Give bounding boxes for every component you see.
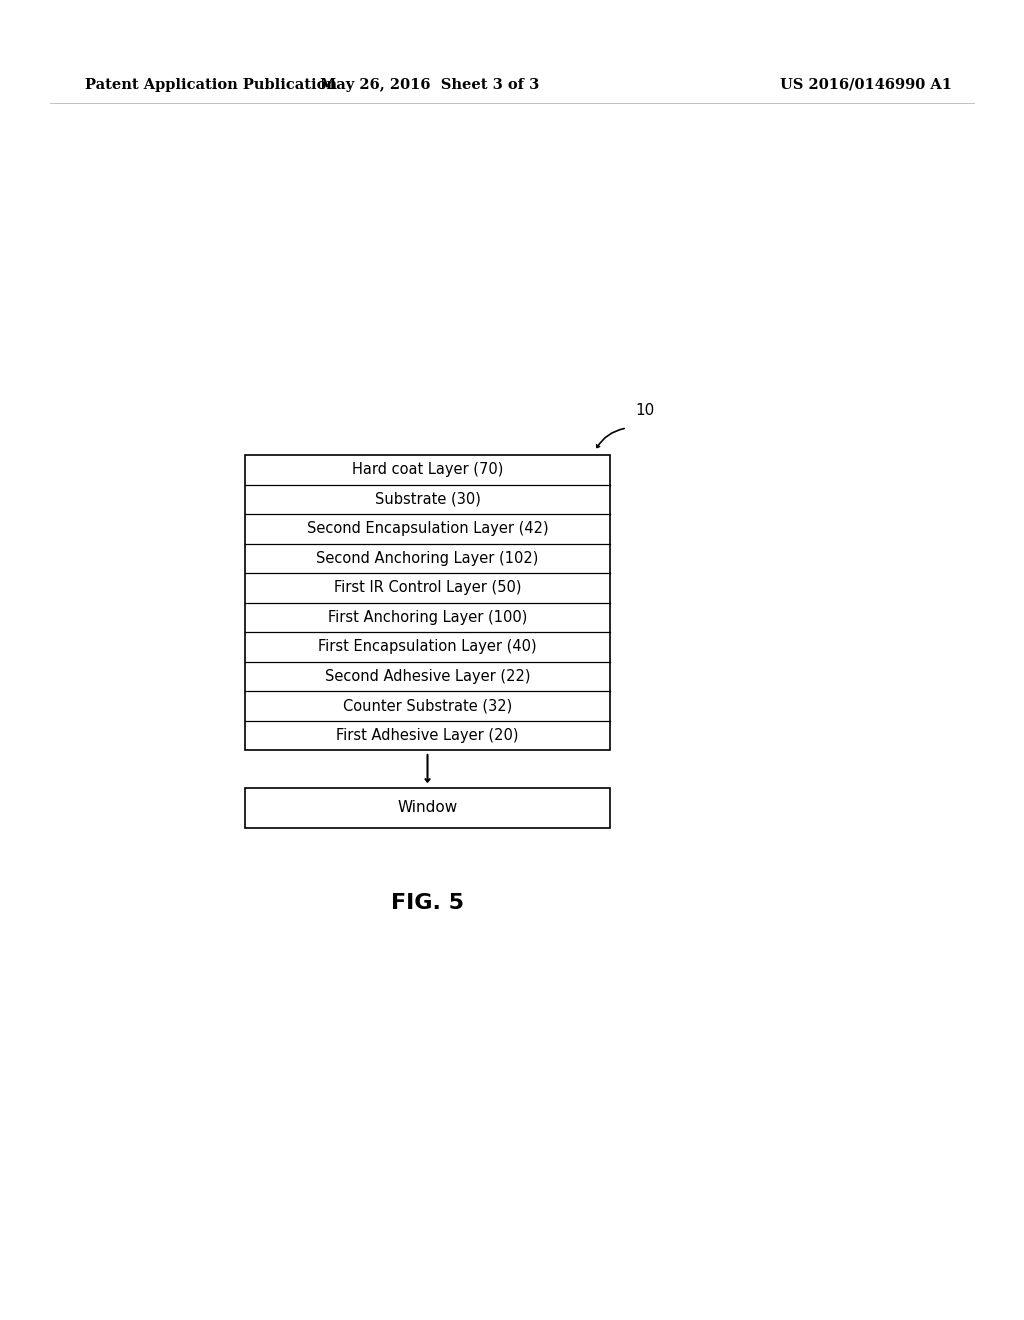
Text: Second Anchoring Layer (102): Second Anchoring Layer (102) (316, 550, 539, 566)
Text: First Encapsulation Layer (40): First Encapsulation Layer (40) (318, 639, 537, 655)
Text: First Anchoring Layer (100): First Anchoring Layer (100) (328, 610, 527, 624)
Text: 10: 10 (635, 403, 654, 417)
Text: First Adhesive Layer (20): First Adhesive Layer (20) (336, 727, 519, 743)
Text: Hard coat Layer (70): Hard coat Layer (70) (352, 462, 503, 478)
Text: May 26, 2016  Sheet 3 of 3: May 26, 2016 Sheet 3 of 3 (321, 78, 540, 92)
Text: FIG. 5: FIG. 5 (391, 894, 464, 913)
Bar (245, 455, 610, 750)
Text: Counter Substrate (32): Counter Substrate (32) (343, 698, 512, 713)
Text: First IR Control Layer (50): First IR Control Layer (50) (334, 581, 521, 595)
Text: Patent Application Publication: Patent Application Publication (85, 78, 337, 92)
Text: Second Encapsulation Layer (42): Second Encapsulation Layer (42) (306, 521, 548, 536)
Text: US 2016/0146990 A1: US 2016/0146990 A1 (780, 78, 952, 92)
Bar (245, 788, 610, 828)
Text: Window: Window (397, 800, 458, 816)
Text: Second Adhesive Layer (22): Second Adhesive Layer (22) (325, 669, 530, 684)
Text: Substrate (30): Substrate (30) (375, 492, 480, 507)
